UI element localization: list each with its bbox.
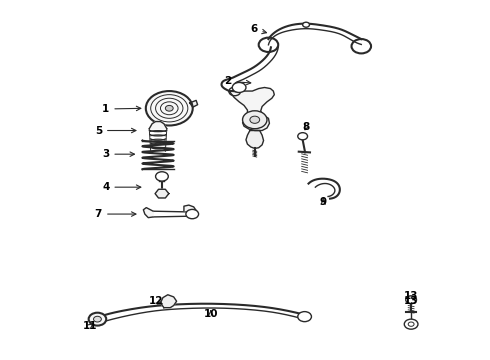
- Text: 13: 13: [404, 291, 418, 301]
- Polygon shape: [184, 205, 196, 211]
- Circle shape: [303, 22, 310, 27]
- Text: 7: 7: [95, 209, 136, 219]
- Circle shape: [94, 316, 101, 322]
- Circle shape: [89, 313, 106, 325]
- Circle shape: [298, 312, 312, 321]
- Polygon shape: [144, 208, 153, 218]
- Polygon shape: [229, 87, 274, 131]
- Text: 5: 5: [95, 126, 136, 135]
- Text: 4: 4: [102, 182, 141, 192]
- Text: 3: 3: [102, 149, 134, 159]
- Circle shape: [404, 319, 418, 329]
- Text: 6: 6: [250, 24, 267, 35]
- Text: 8: 8: [302, 122, 310, 132]
- Polygon shape: [155, 189, 169, 198]
- Circle shape: [156, 172, 168, 181]
- Text: 1: 1: [102, 104, 141, 114]
- Circle shape: [406, 296, 416, 304]
- Text: 11: 11: [82, 321, 97, 331]
- Circle shape: [165, 105, 173, 111]
- Polygon shape: [149, 122, 167, 129]
- Text: 12: 12: [149, 296, 163, 306]
- Text: 13: 13: [404, 296, 418, 306]
- Text: 2: 2: [224, 76, 251, 86]
- Circle shape: [243, 111, 267, 129]
- Circle shape: [298, 133, 308, 140]
- Circle shape: [186, 210, 198, 219]
- Polygon shape: [190, 100, 197, 107]
- Polygon shape: [246, 131, 264, 148]
- Polygon shape: [160, 295, 176, 308]
- Circle shape: [232, 82, 246, 93]
- Text: 9: 9: [319, 197, 327, 207]
- Circle shape: [250, 116, 260, 123]
- Circle shape: [146, 91, 193, 126]
- Text: 10: 10: [203, 310, 218, 319]
